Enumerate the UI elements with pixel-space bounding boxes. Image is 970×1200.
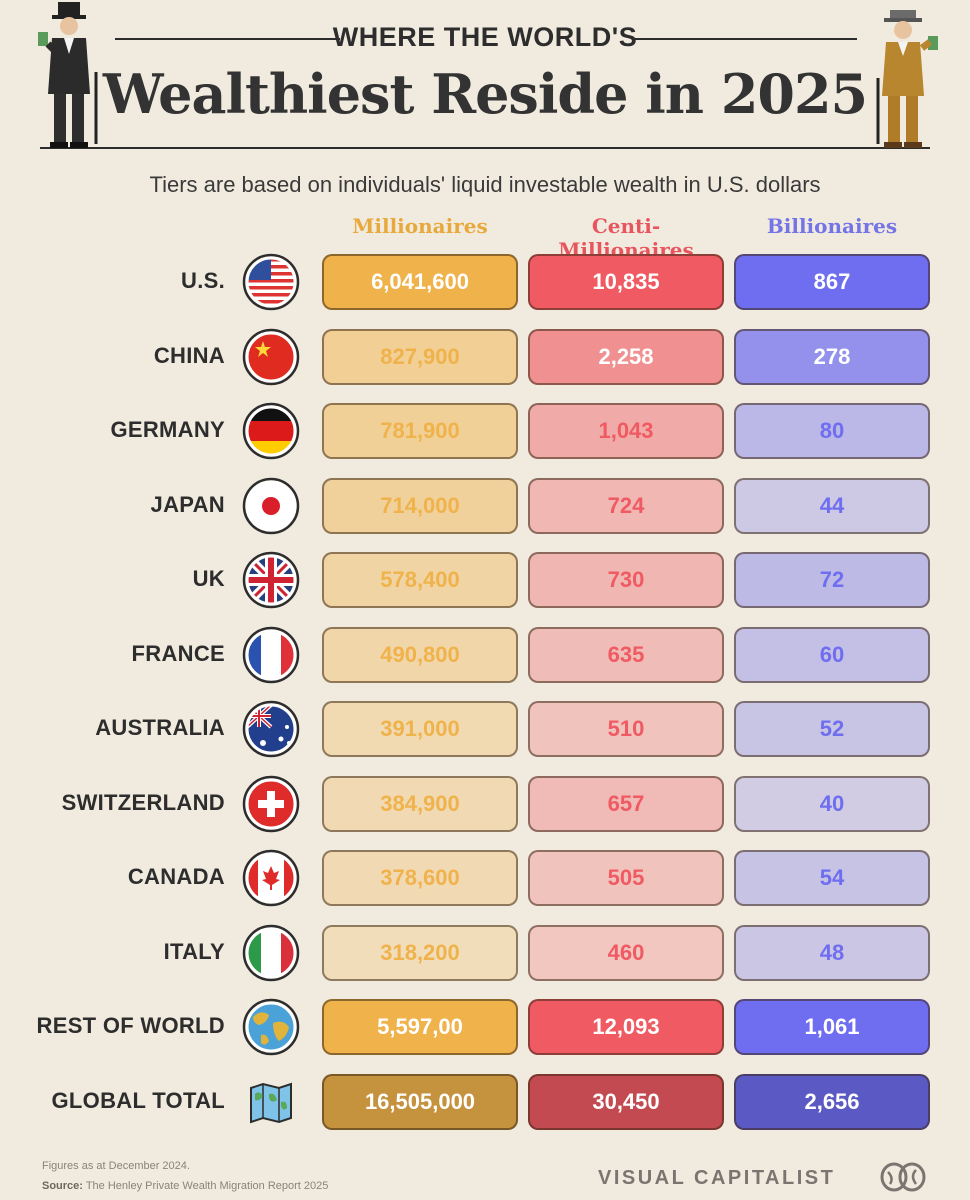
page-title: Wealthiest Reside in 2025 bbox=[102, 62, 868, 126]
germany-flag-icon bbox=[241, 401, 301, 461]
australia-flag-icon bbox=[241, 699, 301, 759]
value-cell: 384,900 bbox=[322, 775, 518, 832]
value-cell: 578,400 bbox=[322, 552, 518, 608]
row-label: GERMANY bbox=[110, 417, 225, 442]
us-flag-icon bbox=[241, 252, 301, 312]
globe-icon bbox=[241, 997, 301, 1057]
value-cell: 1,043 bbox=[528, 403, 724, 459]
value-cell: 30,450 bbox=[528, 1073, 724, 1130]
value-cell: 635 bbox=[528, 626, 724, 683]
value-cell: 44 bbox=[734, 477, 930, 534]
row-label: AUSTRALIA bbox=[95, 715, 225, 740]
source-line: Source: The Henley Private Wealth Migrat… bbox=[42, 1180, 328, 1192]
value-cell: 16,505,000 bbox=[322, 1073, 518, 1130]
source-text: The Henley Private Wealth Migration Repo… bbox=[85, 1180, 329, 1192]
value-cell: 724 bbox=[528, 477, 724, 534]
world-map-icon bbox=[241, 1072, 301, 1132]
france-flag-icon bbox=[241, 625, 301, 685]
title-rule bbox=[40, 147, 930, 149]
value-cell: 60 bbox=[734, 626, 930, 683]
china-flag-icon bbox=[241, 327, 301, 387]
column-header-billionaires: Billionaires bbox=[766, 214, 898, 238]
brain-logo-icon bbox=[880, 1162, 926, 1192]
value-cell: 12,093 bbox=[528, 999, 724, 1055]
row-label: JAPAN bbox=[150, 491, 225, 517]
value-cell: 867 bbox=[734, 254, 930, 310]
value-cell: 318,200 bbox=[322, 924, 518, 981]
value-cell: 1,061 bbox=[734, 999, 930, 1055]
row-label: SWITZERLAND bbox=[61, 789, 225, 815]
row-label: REST OF WORLD bbox=[36, 1013, 225, 1038]
source-label: Source: bbox=[42, 1180, 83, 1192]
value-cell: 5,597,00 bbox=[322, 999, 518, 1055]
value-cell: 378,600 bbox=[322, 850, 518, 906]
canada-flag-icon bbox=[241, 848, 301, 908]
value-cell: 48 bbox=[734, 924, 930, 981]
uk-flag-icon bbox=[241, 550, 301, 610]
row-label: CANADA bbox=[127, 864, 225, 889]
value-cell: 2,258 bbox=[528, 328, 724, 385]
value-cell: 40 bbox=[734, 775, 930, 832]
value-cell: 10,835 bbox=[528, 254, 724, 310]
row-label: ITALY bbox=[163, 938, 225, 964]
value-cell: 510 bbox=[528, 701, 724, 757]
switzerland-flag-icon bbox=[241, 774, 301, 834]
kicker: WHERE THE WORLD'S bbox=[332, 22, 638, 52]
value-cell: 657 bbox=[528, 775, 724, 832]
row-label: U.S. bbox=[181, 268, 225, 293]
subtitle: Tiers are based on individuals' liquid i… bbox=[149, 172, 821, 197]
value-cell: 460 bbox=[528, 924, 724, 981]
value-cell: 714,000 bbox=[322, 477, 518, 534]
value-cell: 505 bbox=[528, 850, 724, 906]
footnote: Figures as at December 2024. bbox=[42, 1160, 190, 1172]
businessman-left-icon bbox=[38, 2, 98, 148]
italy-flag-icon bbox=[241, 923, 301, 983]
value-cell: 827,900 bbox=[322, 328, 518, 385]
value-cell: 52 bbox=[734, 701, 930, 757]
row-label: GLOBAL TOTAL bbox=[51, 1087, 225, 1113]
value-cell: 80 bbox=[734, 403, 930, 459]
value-cell: 278 bbox=[734, 328, 930, 385]
kicker-rule-left bbox=[115, 38, 340, 40]
japan-flag-icon bbox=[241, 476, 301, 536]
businessman-right-icon bbox=[876, 10, 938, 148]
value-cell: 730 bbox=[528, 552, 724, 608]
value-cell: 2,656 bbox=[734, 1073, 930, 1130]
value-cell: 6,041,600 bbox=[322, 254, 518, 310]
brand-name: VISUAL CAPITALIST bbox=[598, 1167, 836, 1189]
column-header-millionaires: Millionaires bbox=[352, 214, 488, 238]
row-label: CHINA bbox=[153, 342, 225, 368]
value-cell: 72 bbox=[734, 552, 930, 608]
value-cell: 391,000 bbox=[322, 701, 518, 757]
value-cell: 54 bbox=[734, 850, 930, 906]
row-label: UK bbox=[192, 566, 225, 591]
row-label: FRANCE bbox=[131, 640, 225, 666]
kicker-rule-right bbox=[632, 38, 857, 40]
value-cell: 490,800 bbox=[322, 626, 518, 683]
value-cell: 781,900 bbox=[322, 403, 518, 459]
